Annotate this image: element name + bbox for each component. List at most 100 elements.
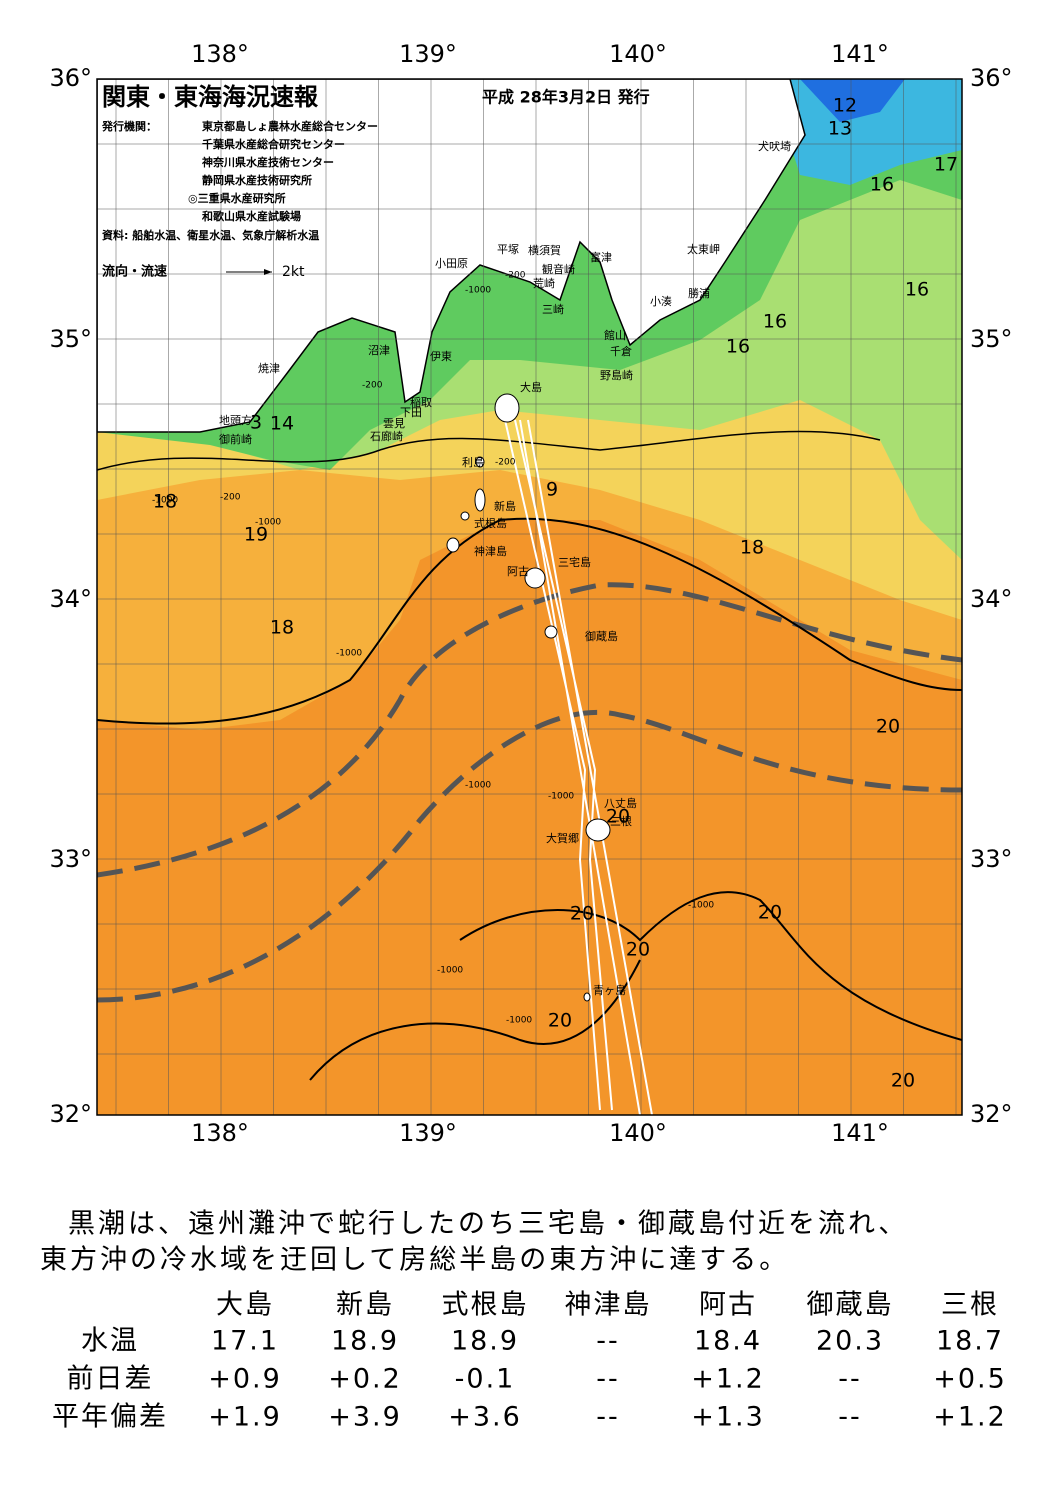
cell: -- bbox=[596, 1364, 620, 1395]
place-name: 三根 bbox=[610, 814, 632, 828]
lon-label: 140° bbox=[609, 40, 667, 68]
cell: +1.3 bbox=[691, 1402, 765, 1433]
isotherm-label: 20 bbox=[891, 1070, 915, 1092]
place-name: 御前崎 bbox=[219, 432, 252, 446]
depth-label: -200 bbox=[495, 458, 516, 468]
isotherm bbox=[97, 430, 881, 471]
lat-label: 35° bbox=[970, 325, 1013, 353]
cell: +3.6 bbox=[448, 1402, 522, 1433]
cell: +1.2 bbox=[933, 1402, 1007, 1433]
depth-label: -200 bbox=[220, 493, 241, 503]
cell: -- bbox=[596, 1326, 620, 1357]
map-frame bbox=[96, 78, 963, 1116]
isotherm-label: 18 bbox=[153, 491, 177, 513]
place-name: 雲見 bbox=[383, 417, 405, 430]
publisher: 神奈川県水産技術センター bbox=[202, 155, 334, 169]
isotherm-label: 16 bbox=[726, 336, 750, 358]
column-header: 御蔵島 bbox=[807, 1290, 894, 1321]
kuroshio-edge bbox=[97, 582, 962, 878]
publishers: 東京都島しょ農林水産総合センター千葉県水産総合研究センター神奈川県水産技術センタ… bbox=[188, 119, 378, 223]
cell: 20.3 bbox=[816, 1326, 884, 1357]
place-name: 御蔵島 bbox=[585, 629, 618, 643]
place-name: 八丈島 bbox=[604, 796, 637, 810]
isotherm-label: 9 bbox=[546, 479, 558, 501]
lat-label: 32° bbox=[49, 1100, 92, 1128]
isotherm-label: 20 bbox=[570, 903, 594, 925]
place-name: 大賀郷 bbox=[546, 831, 579, 845]
kuroshio-edge bbox=[97, 709, 962, 1003]
place-name: 平塚 bbox=[497, 243, 519, 256]
depth-label: -200 bbox=[362, 381, 383, 391]
source: 資料: 船舶水温、衛星水温、気象庁解析水温 bbox=[102, 228, 319, 242]
row-label: 前日差 bbox=[67, 1364, 154, 1395]
legend-label: 流向・流速 bbox=[102, 264, 167, 280]
cell: -- bbox=[838, 1364, 862, 1395]
isotherm-label: 3 bbox=[250, 412, 262, 434]
legend-scale: 2kt bbox=[282, 264, 305, 280]
place-name: 太東岬 bbox=[687, 243, 720, 256]
isotherm-label: 14 bbox=[270, 413, 294, 435]
cell: -- bbox=[596, 1402, 620, 1433]
cell: +1.9 bbox=[208, 1402, 282, 1433]
depth-label: -1000 bbox=[688, 901, 714, 911]
cell: 18.7 bbox=[936, 1326, 1004, 1357]
place-name: 利島 bbox=[462, 455, 484, 469]
depth-label: -1000 bbox=[506, 1016, 532, 1026]
labels: 138° 138° 139° 139° 140° 140° 141° 141° 36° 36° 35… bbox=[49, 40, 1012, 1147]
report: 黒潮は、遠州灘沖で蛇行したのち三宅島・御蔵島付近を流れ、東方沖の冷水域を迂回して… bbox=[40, 1209, 1007, 1433]
map-area bbox=[97, 79, 962, 1115]
place-name: 稲取 bbox=[410, 396, 432, 409]
legend-arrow-head bbox=[264, 269, 272, 275]
place-name: 新島 bbox=[494, 499, 516, 513]
lon-label: 141° bbox=[831, 40, 889, 68]
place-name: 地頭方 bbox=[219, 413, 252, 427]
cell: +0.9 bbox=[208, 1364, 282, 1395]
lon-label: 138° bbox=[191, 40, 249, 68]
lat-label: 32° bbox=[970, 1100, 1013, 1128]
place-name: 野島崎 bbox=[600, 368, 633, 382]
publisher-label: 発行機関： bbox=[101, 119, 157, 133]
lat-label: 36° bbox=[49, 64, 92, 92]
land bbox=[97, 79, 806, 433]
summary-line: 黒潮は、遠州灘沖で蛇行したのち三宅島・御蔵島付近を流れ、 bbox=[68, 1209, 908, 1240]
place-name: 館山 bbox=[604, 328, 626, 342]
depth-label: -1000 bbox=[465, 781, 491, 791]
isotherm-label: 13 bbox=[828, 118, 852, 140]
lon-label: 139° bbox=[399, 1119, 457, 1147]
place-name: 荒崎 bbox=[533, 276, 555, 290]
place-name: 焼津 bbox=[258, 362, 280, 375]
row-label: 水温 bbox=[81, 1326, 139, 1357]
summary-line: 東方沖の冷水域を迂回して房総半島の東方沖に達する。 bbox=[40, 1245, 789, 1276]
depth-label: -1000 bbox=[465, 286, 491, 296]
place-name: 横須賀 bbox=[528, 243, 561, 257]
lat-label: 33° bbox=[970, 845, 1013, 873]
cell: +0.5 bbox=[933, 1364, 1007, 1395]
row-label: 平年偏差 bbox=[52, 1402, 168, 1433]
place-name: 沼津 bbox=[368, 343, 390, 357]
column-header: 新島 bbox=[336, 1290, 394, 1321]
cell: +3.9 bbox=[328, 1402, 402, 1433]
place-name: 神津島 bbox=[474, 544, 507, 558]
cell: 17.1 bbox=[211, 1326, 279, 1357]
isotherm bbox=[459, 891, 962, 1041]
column-header: 神津島 bbox=[565, 1290, 652, 1321]
isotherm bbox=[97, 517, 962, 725]
isotherm-label: 20 bbox=[876, 716, 900, 738]
depth-label: -1000 bbox=[336, 649, 362, 659]
cell: 18.9 bbox=[451, 1326, 519, 1357]
lat-label: 33° bbox=[49, 845, 92, 873]
isotherm bbox=[309, 959, 641, 1081]
isotherm-label: 20 bbox=[758, 902, 782, 924]
grid bbox=[97, 79, 962, 1115]
place-name: 石廊崎 bbox=[370, 429, 403, 443]
place-name: 式根島 bbox=[474, 516, 507, 530]
lat-label: 34° bbox=[970, 585, 1013, 613]
isotherm-label: 12 bbox=[833, 95, 857, 117]
depth-label: -1000 bbox=[548, 792, 574, 802]
place-name: 観音崎 bbox=[542, 262, 575, 276]
lon-label: 141° bbox=[831, 1119, 889, 1147]
isotherm-label: 20 bbox=[548, 1010, 572, 1032]
cell: +1.2 bbox=[691, 1364, 765, 1395]
lat-label: 34° bbox=[49, 585, 92, 613]
place-name: 三崎 bbox=[542, 302, 564, 316]
